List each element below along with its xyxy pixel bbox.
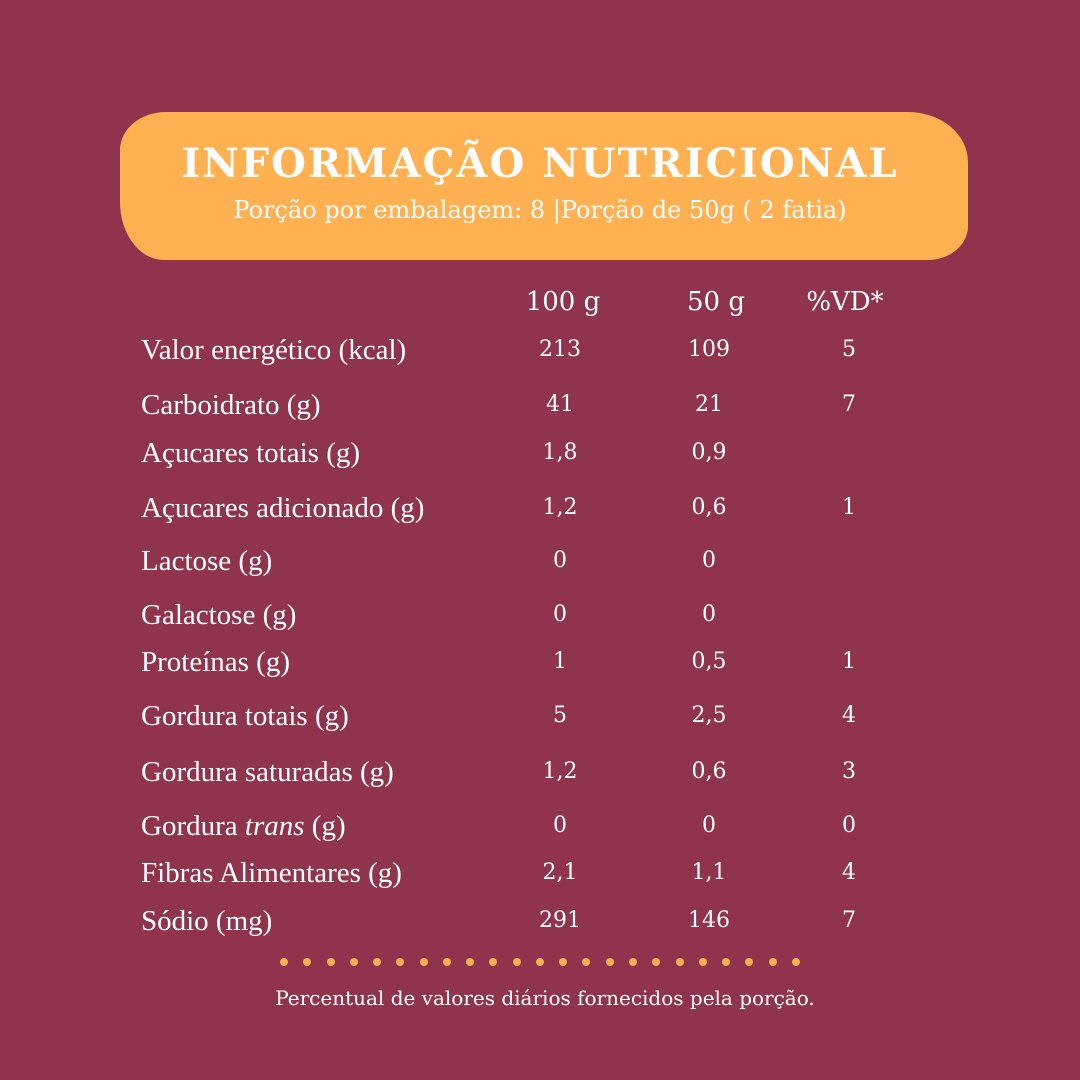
value-100g: 1 — [553, 649, 567, 674]
header-100g: 100 g — [525, 287, 601, 317]
table-row: Gordura saturadas (g) 1,2 0,6 3 — [0, 752, 1080, 792]
table-row: Açucares adicionado (g) 1,2 0,6 1 — [0, 488, 1080, 528]
value-100g: 213 — [539, 337, 581, 362]
row-label-suffix: (g) — [304, 810, 346, 842]
divider-dot — [280, 958, 288, 966]
value-50g: 109 — [688, 337, 730, 362]
row-label: Carboidrato (g) — [141, 389, 321, 421]
value-vd: 0 — [842, 813, 856, 838]
value-50g: 2,5 — [691, 703, 727, 728]
row-label-prefix: Gordura — [141, 810, 245, 842]
divider-dot — [535, 958, 544, 966]
divider-dot — [582, 958, 591, 966]
value-vd: 3 — [842, 759, 856, 784]
value-100g: 0 — [553, 813, 567, 838]
table-row: Galactose (g) 0 0 — [0, 595, 1080, 635]
value-100g: 1,8 — [542, 440, 578, 465]
value-50g: 21 — [695, 392, 723, 417]
page-title: INFORMAÇÃO NUTRICIONAL — [181, 140, 899, 187]
divider-dot — [466, 958, 475, 966]
value-100g: 0 — [553, 548, 567, 573]
divider-dot — [512, 958, 521, 966]
table-row: Lactose (g) 0 0 — [0, 541, 1080, 581]
value-50g: 0 — [702, 602, 716, 627]
value-100g: 291 — [539, 908, 581, 933]
table-row: Gordura trans (g) 0 0 0 — [0, 806, 1080, 846]
row-label: Açucares adicionado (g) — [141, 492, 425, 524]
row-label: Açucares totais (g) — [141, 437, 361, 469]
table-row: Valor energético (kcal) 213 109 5 — [0, 330, 1080, 370]
divider-dot — [791, 958, 800, 966]
divider-dot — [559, 958, 568, 966]
row-label: Galactose (g) — [141, 599, 297, 631]
header-50g: 50 g — [687, 287, 745, 317]
divider-dot — [349, 958, 358, 966]
row-label: Gordura totais (g) — [141, 700, 349, 732]
value-50g: 0 — [702, 813, 716, 838]
divider-dot — [698, 958, 707, 966]
value-100g: 0 — [553, 602, 567, 627]
value-50g: 146 — [688, 908, 730, 933]
value-vd: 5 — [842, 337, 856, 362]
value-50g: 0,6 — [691, 759, 727, 784]
value-50g: 1,1 — [691, 860, 727, 885]
divider-dot — [442, 958, 451, 966]
value-50g: 0,5 — [691, 649, 727, 674]
value-100g: 1,2 — [542, 495, 578, 520]
value-vd: 4 — [842, 860, 856, 885]
divider-dot — [652, 958, 661, 966]
value-vd: 7 — [842, 908, 856, 933]
value-50g: 0,6 — [691, 495, 727, 520]
value-100g: 5 — [553, 703, 567, 728]
divider-dot — [675, 958, 684, 966]
portion-subtitle: Porção por embalagem: 8 |Porção de 50g (… — [233, 196, 847, 224]
table-row: Açucares totais (g) 1,8 0,9 — [0, 433, 1080, 473]
value-50g: 0,9 — [691, 440, 727, 465]
dotted-divider — [280, 955, 800, 969]
title-banner — [120, 112, 968, 260]
divider-dot — [419, 958, 428, 966]
divider-dot — [303, 958, 312, 966]
row-label: Sódio (mg) — [141, 905, 273, 937]
divider-dot — [628, 958, 637, 966]
divider-dot — [745, 958, 754, 966]
divider-dot — [326, 958, 335, 966]
row-label: Gordura saturadas (g) — [141, 756, 394, 788]
value-100g: 2,1 — [542, 860, 578, 885]
row-label: Proteínas (g) — [141, 646, 290, 678]
table-row: Sódio (mg) 291 146 7 — [0, 901, 1080, 941]
footnote: Percentual de valores diários fornecidos… — [275, 986, 815, 1010]
value-vd: 1 — [842, 649, 856, 674]
divider-dot — [373, 958, 382, 966]
divider-dot — [489, 958, 498, 966]
divider-dot — [605, 958, 614, 966]
divider-dot — [396, 958, 405, 966]
value-100g: 41 — [546, 392, 574, 417]
value-50g: 0 — [702, 548, 716, 573]
row-label: Fibras Alimentares (g) — [141, 857, 402, 889]
value-vd: 7 — [842, 392, 856, 417]
row-label: Lactose (g) — [141, 545, 273, 577]
row-label: Gordura trans (g) — [141, 806, 346, 846]
table-row: Proteínas (g) 1 0,5 1 — [0, 642, 1080, 682]
table-row: Fibras Alimentares (g) 2,1 1,1 4 — [0, 853, 1080, 893]
value-100g: 1,2 — [542, 759, 578, 784]
row-label: Valor energético (kcal) — [141, 334, 407, 366]
value-vd: 4 — [842, 703, 856, 728]
table-row: Carboidrato (g) 41 21 7 — [0, 385, 1080, 425]
header-vd: %VD* — [806, 287, 884, 317]
table-row: Gordura totais (g) 5 2,5 4 — [0, 696, 1080, 736]
value-vd: 1 — [842, 495, 856, 520]
divider-dot — [768, 958, 777, 966]
row-label-trans: trans — [244, 810, 305, 842]
divider-dot — [722, 958, 731, 966]
